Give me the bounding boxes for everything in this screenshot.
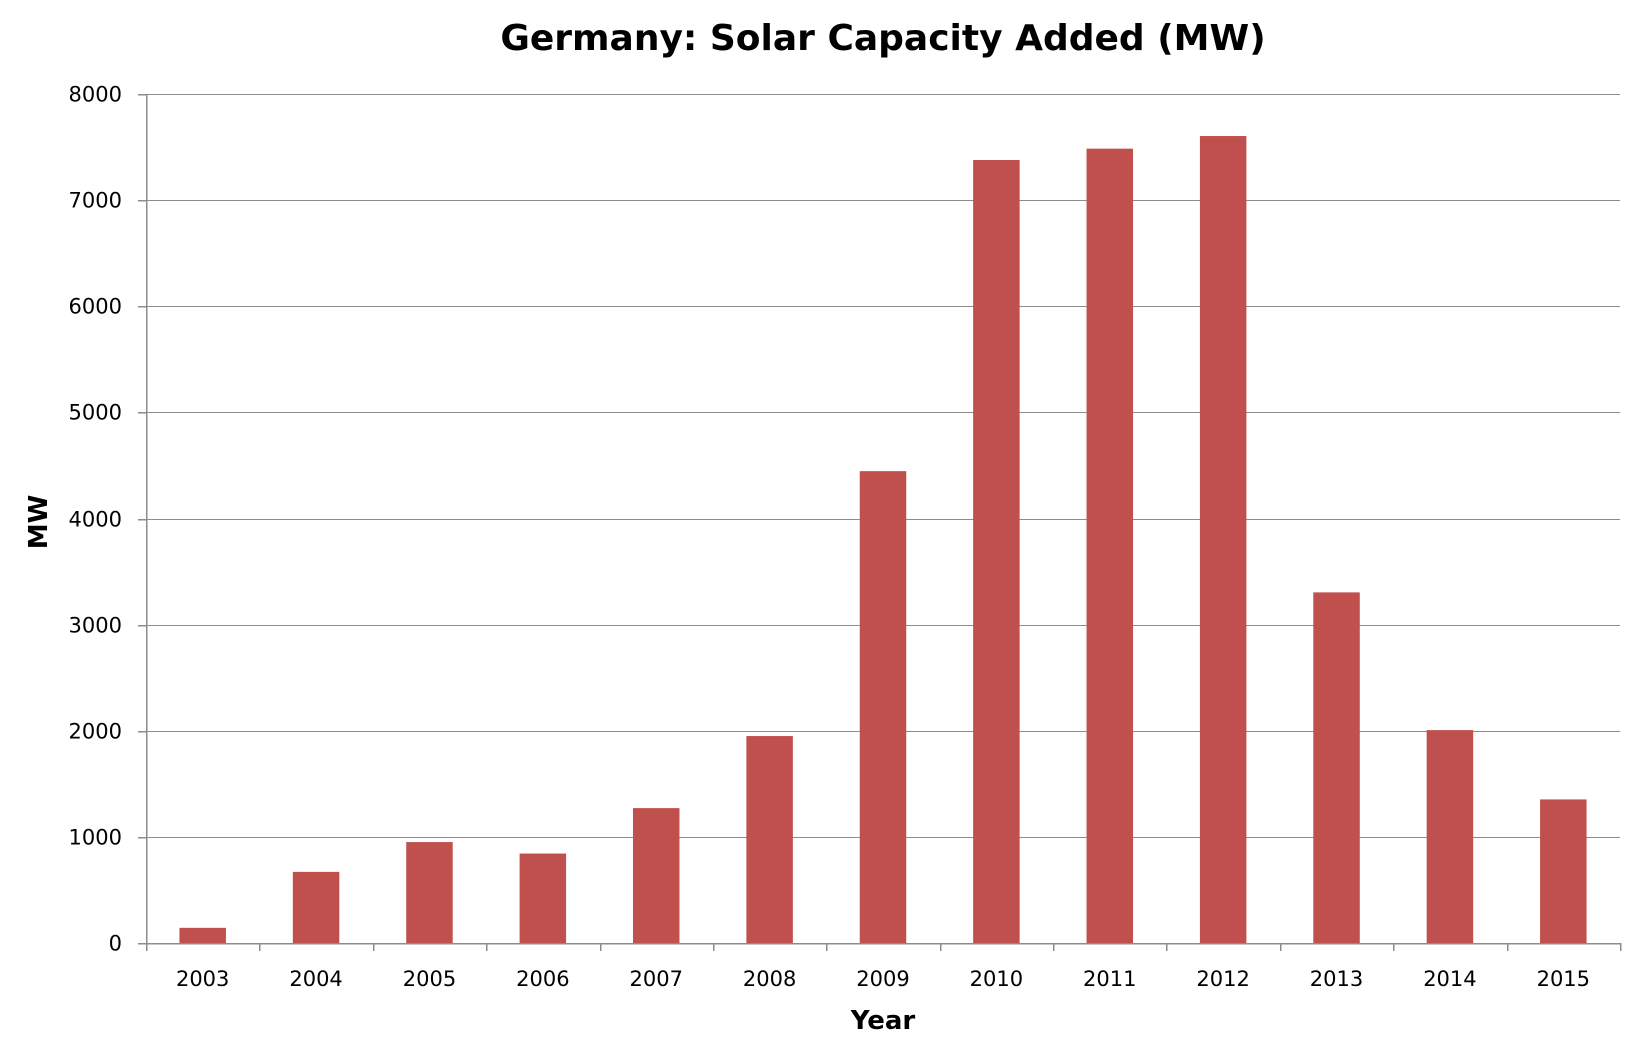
- x-tick-label-2008: 2008: [743, 967, 796, 991]
- x-tick-label-2007: 2007: [630, 967, 683, 991]
- bar-2012: [1199, 136, 1247, 943]
- x-tick-label-2005: 2005: [403, 967, 456, 991]
- bar-2011: [1086, 148, 1134, 944]
- bar-2005: [406, 842, 453, 943]
- y-tick-label-7000: 7000: [69, 189, 122, 213]
- bar-2013: [1313, 592, 1360, 943]
- x-tick-label-2006: 2006: [516, 967, 569, 991]
- y-tick-label-4000: 4000: [69, 508, 122, 532]
- y-tick-label-1000: 1000: [69, 826, 122, 850]
- bar-2006: [519, 853, 567, 943]
- chart-title: Germany: Solar Capacity Added (MW): [500, 18, 1265, 59]
- x-axis-title: Year: [850, 1006, 916, 1036]
- y-tick-label-3000: 3000: [69, 614, 122, 638]
- x-tick-label-2012: 2012: [1196, 967, 1249, 991]
- x-tick-label-2011: 2011: [1083, 967, 1136, 991]
- y-tick-labels: 0 1000 2000 3000 4000 5000 6000 7000 8000: [69, 83, 122, 956]
- x-tick-label-2015: 2015: [1537, 967, 1590, 991]
- y-axis-title: MW: [24, 495, 54, 550]
- bar-2009: [859, 471, 907, 943]
- bar-2003: [179, 927, 226, 943]
- x-tick-label-2009: 2009: [856, 967, 909, 991]
- bar-2007: [632, 808, 680, 943]
- y-tick-label-6000: 6000: [69, 295, 122, 319]
- y-tick-label-2000: 2000: [69, 720, 122, 744]
- x-tick-label-2014: 2014: [1423, 967, 1476, 991]
- x-tick-labels: 2003 2004 2005 2006 2007 2008 2009 2010 2011 2012…: [176, 967, 1590, 991]
- x-tick-label-2013: 2013: [1310, 967, 1363, 991]
- y-tick-label-5000: 5000: [69, 401, 122, 425]
- x-tick-label-2004: 2004: [289, 967, 342, 991]
- bar-2004: [292, 871, 340, 943]
- bar-2014: [1426, 730, 1474, 943]
- x-tick-label-2003: 2003: [176, 967, 229, 991]
- bars: [179, 136, 1587, 944]
- bar-2010: [973, 160, 1020, 943]
- y-tick-label-0: 0: [109, 932, 122, 956]
- axes: [138, 93, 1622, 951]
- y-tick-label-8000: 8000: [69, 83, 122, 107]
- bar-2008: [746, 736, 793, 943]
- x-tick-label-2010: 2010: [970, 967, 1023, 991]
- bar-2015: [1540, 799, 1587, 943]
